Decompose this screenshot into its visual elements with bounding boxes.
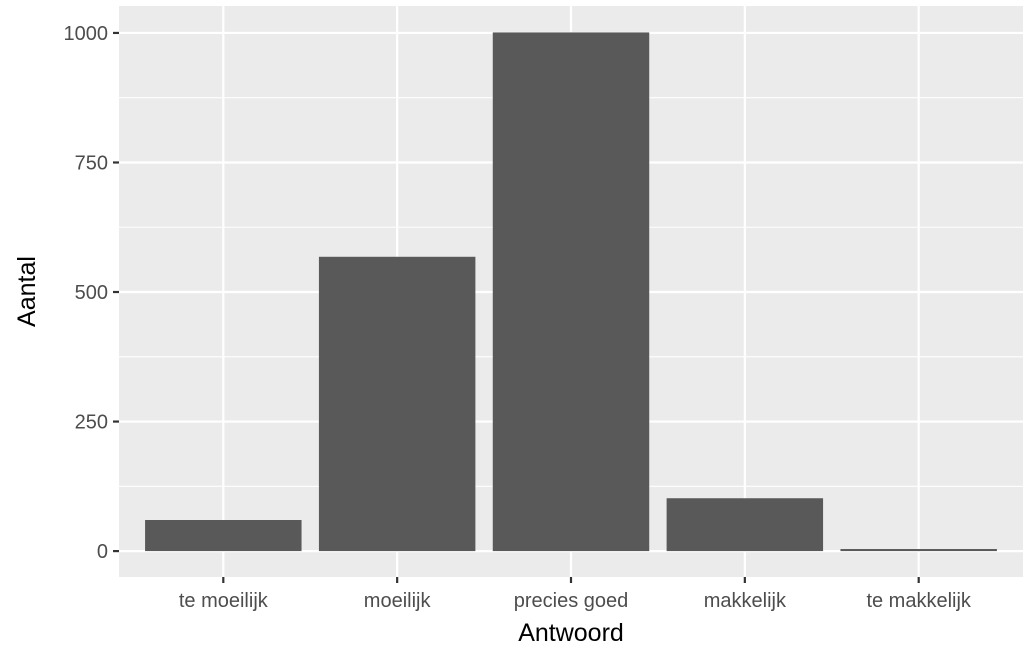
y-tick-label: 1000 <box>64 23 109 45</box>
bar-te-makkelijk <box>840 549 997 552</box>
x-tick-label: te moeilijk <box>179 590 269 612</box>
bar-te-moeilijk <box>145 520 302 552</box>
x-tick-label: precies goed <box>514 590 629 612</box>
x-tick-label: moeilijk <box>364 590 432 612</box>
y-axis-title: Aantal <box>13 256 41 327</box>
x-tick-label: te makkelijk <box>866 590 971 612</box>
y-tick-label: 0 <box>97 541 108 563</box>
bar-makkelijk <box>666 498 824 552</box>
x-tick-label: makkelijk <box>704 590 787 612</box>
bars <box>145 32 997 552</box>
y-axis: 0 250 500 750 1000 <box>64 23 119 563</box>
x-axis: te moeilijk moeilijk precies goed makkelijk… <box>179 577 972 612</box>
bar-moeilijk <box>318 256 476 552</box>
y-tick-label: 500 <box>75 282 108 304</box>
y-tick-label: 250 <box>75 412 108 434</box>
y-tick-label: 750 <box>75 152 108 174</box>
x-axis-title: Antwoord <box>518 619 624 647</box>
bar-precies-goed <box>492 32 650 552</box>
